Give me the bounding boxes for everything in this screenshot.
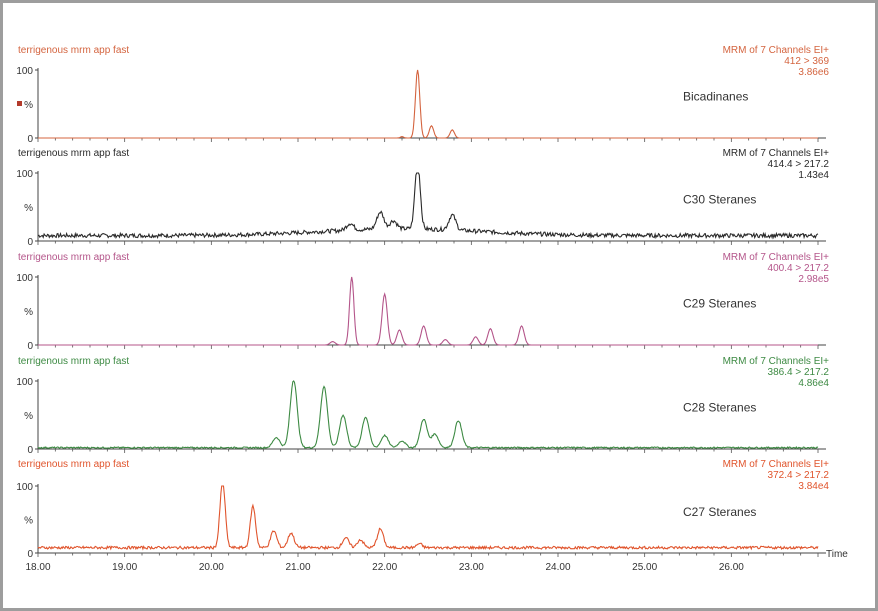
y-tick-label-100: 100 xyxy=(16,66,33,77)
y-axis-percent-label: % xyxy=(24,100,33,111)
y-tick-label-100: 100 xyxy=(16,482,33,493)
chromatogram-trace xyxy=(37,172,819,240)
y-tick-label-100: 100 xyxy=(16,377,33,388)
intensity-label: 3.84e4 xyxy=(798,481,829,492)
mrm-transition-label: 412 > 369 xyxy=(784,56,829,67)
acquisition-label: MRM of 7 Channels EI+ xyxy=(723,45,830,56)
chromatogram-trace xyxy=(38,276,818,346)
y-tick-label-0: 0 xyxy=(27,341,33,352)
acquisition-label: MRM of 7 Channels EI+ xyxy=(723,148,830,159)
panel-title: terrigenous mrm app fast xyxy=(18,252,129,263)
chromatogram-panel-5: terrigenous mrm app fast MRM of 7 Channel… xyxy=(16,459,829,560)
y-axis-percent-label: % xyxy=(24,307,33,318)
compound-label: C27 Steranes xyxy=(683,505,756,519)
y-tick-label-100: 100 xyxy=(16,273,33,284)
channel-marker xyxy=(17,101,22,106)
panel-title: terrigenous mrm app fast xyxy=(18,148,129,159)
x-tick-label: 25.00 xyxy=(632,562,657,573)
x-tick-label: 20.00 xyxy=(199,562,224,573)
y-axis-percent-label: % xyxy=(24,516,33,527)
acquisition-label: MRM of 7 Channels EI+ xyxy=(723,356,830,367)
chromatogram-panel-2: terrigenous mrm app fast MRM of 7 Channel… xyxy=(16,148,829,248)
chromatogram-trace xyxy=(37,380,819,450)
mrm-transition-label: 386.4 > 217.2 xyxy=(768,367,830,378)
chromatogram-panels: terrigenous mrm app fast MRM of 7 Channel… xyxy=(16,45,829,560)
intensity-label: 3.86e6 xyxy=(798,67,829,78)
x-tick-label: 18.00 xyxy=(25,562,50,573)
panel-title: terrigenous mrm app fast xyxy=(18,356,129,367)
intensity-label: 2.98e5 xyxy=(798,274,829,285)
chromatogram-panel-1: terrigenous mrm app fast MRM of 7 Channel… xyxy=(16,45,829,145)
y-tick-label-100: 100 xyxy=(16,169,33,180)
compound-label: C30 Steranes xyxy=(683,193,756,207)
y-tick-label-0: 0 xyxy=(27,445,33,456)
y-tick-label-0: 0 xyxy=(27,549,33,560)
x-tick-label: 21.00 xyxy=(285,562,310,573)
mrm-transition-label: 414.4 > 217.2 xyxy=(768,159,830,170)
intensity-label: 4.86e4 xyxy=(798,378,829,389)
x-tick-label: 22.00 xyxy=(372,562,397,573)
compound-label: C28 Steranes xyxy=(683,401,756,415)
y-tick-label-0: 0 xyxy=(27,237,33,248)
acquisition-label: MRM of 7 Channels EI+ xyxy=(723,459,830,470)
y-tick-label-0: 0 xyxy=(27,134,33,145)
intensity-label: 1.43e4 xyxy=(798,170,829,181)
time-axis: 18.00 19.00 20.00 21.00 22.00 23.00 24.00 25.00… xyxy=(25,549,848,573)
compound-label: Bicadinanes xyxy=(683,90,748,104)
chromatogram-panel-3: terrigenous mrm app fast MRM of 7 Channel… xyxy=(16,252,829,352)
x-axis-label: Time xyxy=(826,549,848,560)
x-tick-label: 24.00 xyxy=(545,562,570,573)
y-axis-percent-label: % xyxy=(24,411,33,422)
panel-title: terrigenous mrm app fast xyxy=(18,459,129,470)
x-tick-label: 26.00 xyxy=(719,562,744,573)
chromatogram-trace xyxy=(38,69,818,139)
x-tick-label: 23.00 xyxy=(459,562,484,573)
acquisition-label: MRM of 7 Channels EI+ xyxy=(723,252,830,263)
mrm-transition-label: 400.4 > 217.2 xyxy=(768,263,830,274)
chromatogram-panel-4: terrigenous mrm app fast MRM of 7 Channel… xyxy=(16,356,829,456)
chromatogram-trace xyxy=(37,485,819,551)
compound-label: C29 Steranes xyxy=(683,297,756,311)
mrm-transition-label: 372.4 > 217.2 xyxy=(768,470,830,481)
y-axis-percent-label: % xyxy=(24,203,33,214)
panel-title: terrigenous mrm app fast xyxy=(18,45,129,56)
x-tick-label: 19.00 xyxy=(112,562,137,573)
